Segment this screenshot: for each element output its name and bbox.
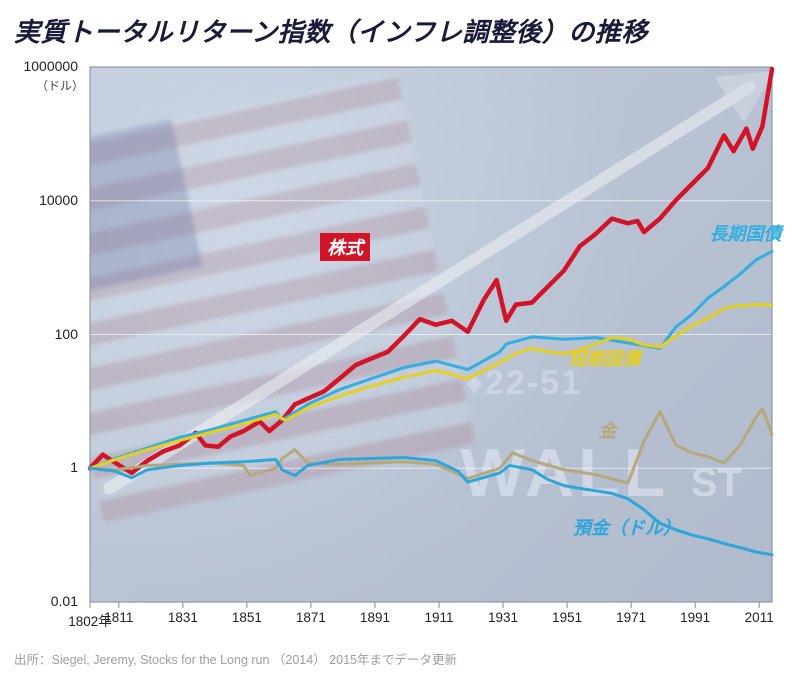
chart-svg (14, 55, 789, 645)
label-bills: 短期国債 (561, 344, 647, 372)
ytick-10000: 10000 (14, 192, 78, 208)
page: { "title": "実質トータルリターン指数（インフレ調整後）の推移", "… (0, 0, 800, 694)
xtick-1871: 1871 (296, 610, 326, 625)
xtick-1931: 1931 (488, 610, 518, 625)
series-stocks (90, 69, 772, 473)
ytick-100: 100 (14, 326, 78, 342)
chart-title: 実質トータルリターン指数（インフレ調整後）の推移 (0, 0, 800, 53)
xtick-1971: 1971 (616, 610, 646, 625)
ytick-1000000: 1000000 (14, 58, 78, 74)
series-gold (90, 409, 772, 484)
xtick-1951: 1951 (552, 610, 582, 625)
label-stocks: 株式 (320, 233, 370, 261)
label-bonds: 長期国債 (702, 219, 788, 247)
xtick-1831: 1831 (168, 610, 198, 625)
xtick-1891: 1891 (360, 610, 390, 625)
label-gold: 金 (591, 416, 623, 444)
xtick-1811: 1811 (104, 610, 133, 625)
series-bills (90, 305, 772, 469)
chart-area: ♦22-51 WALL ST 0.011100100001000000（ドル）1… (14, 55, 789, 645)
ytick-1: 1 (14, 459, 78, 475)
source-citation: 出所：Siegel, Jeremy, Stocks for the Long r… (0, 645, 800, 668)
label-dollar: 預金（ドル） (566, 513, 688, 541)
xtick-1851: 1851 (232, 610, 262, 625)
xtick-1991: 1991 (680, 610, 710, 625)
xtick-2011: 2011 (745, 610, 774, 625)
y-unit: （ドル） (36, 77, 84, 94)
xtick-1911: 1911 (424, 610, 453, 625)
ytick-0.01: 0.01 (14, 593, 78, 609)
